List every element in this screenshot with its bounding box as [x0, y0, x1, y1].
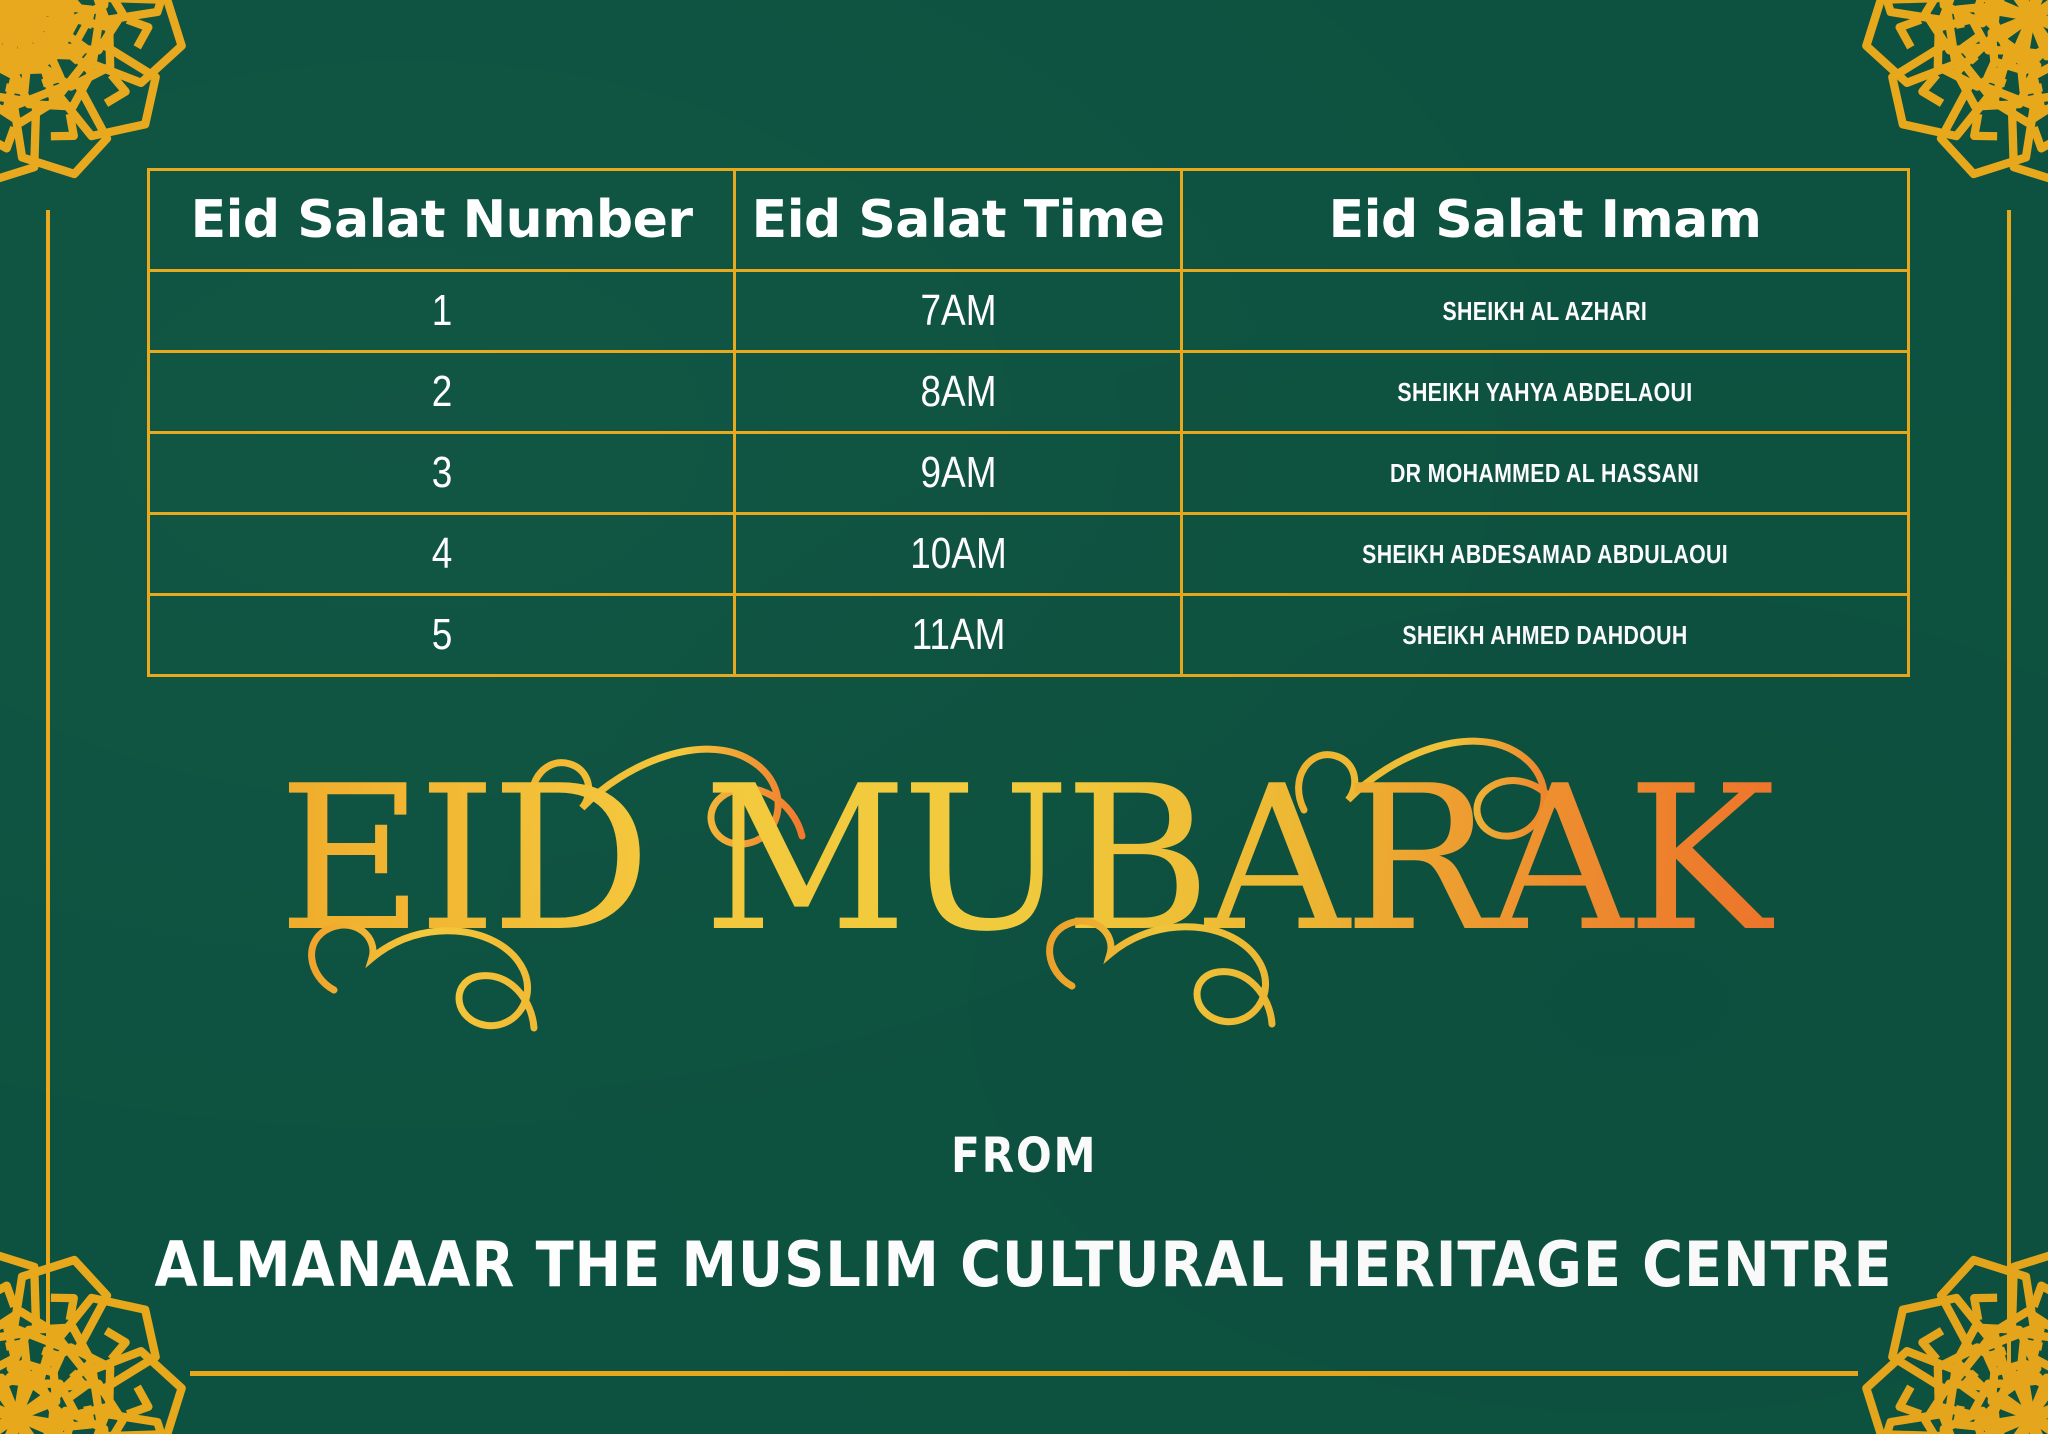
table-row: 1 7AM SHEIKH AL AZHARI	[149, 269, 1910, 353]
cell-salat-time: 8AM	[769, 350, 1148, 434]
cell-salat-imam: DR MOHAMMED AL HASSANI	[1180, 431, 1910, 515]
eid-salat-timetable: Eid Salat Number Eid Salat Time Eid Sala…	[146, 168, 1910, 677]
cell-salat-number: 2	[194, 350, 689, 434]
frame-rule-bottom	[190, 1371, 1858, 1376]
column-header-number: Eid Salat Number	[146, 168, 737, 272]
cell-salat-imam: SHEIKH ABDESAMAD ABDULAOUI	[1180, 512, 1910, 596]
cell-salat-time: 9AM	[769, 431, 1148, 515]
from-label: FROM	[950, 1128, 1098, 1184]
table-row: 3 9AM DR MOHAMMED AL HASSANI	[149, 431, 1910, 515]
headline-text: EID MUBARAK	[278, 743, 1774, 976]
frame-rule-right	[2007, 210, 2011, 1370]
flourish-bottom-right-icon	[1046, 917, 1276, 1028]
cell-salat-time: 7AM	[769, 269, 1148, 353]
cell-salat-imam: SHEIKH AL AZHARI	[1180, 269, 1910, 353]
table-row: 2 8AM SHEIKH YAHYA ABDELAOUI	[149, 350, 1910, 434]
table-header-row: Eid Salat Number Eid Salat Time Eid Sala…	[146, 168, 1910, 272]
table-row: 4 10AM SHEIKH ABDESAMAD ABDULAOUI	[149, 512, 1910, 596]
cell-salat-number: 3	[194, 431, 689, 515]
frame-rule-left	[46, 210, 50, 1370]
table-row: 5 11AM SHEIKH AHMED DAHDOUH	[149, 593, 1910, 677]
flourish-bottom-left-icon	[308, 921, 538, 1032]
cell-salat-number: 4	[194, 512, 689, 596]
column-header-imam: Eid Salat Imam	[1180, 168, 1910, 272]
cell-salat-imam: SHEIKH AHMED DAHDOUH	[1180, 593, 1910, 677]
cell-salat-number: 5	[194, 593, 689, 677]
headline-eid-mubarak: EID MUBARAK	[0, 690, 2048, 1050]
organisation-name: ALMANAAR THE MUSLIM CULTURAL HERITAGE CE…	[155, 1228, 1893, 1301]
column-header-time: Eid Salat Time	[733, 168, 1184, 272]
cell-salat-imam: SHEIKH YAHYA ABDELAOUI	[1180, 350, 1910, 434]
flourish-top-left-icon	[528, 745, 806, 848]
cell-salat-time: 10AM	[769, 512, 1148, 596]
flourish-top-right-icon	[1295, 737, 1572, 840]
cell-salat-time: 11AM	[769, 593, 1148, 677]
cell-salat-number: 1	[194, 269, 689, 353]
